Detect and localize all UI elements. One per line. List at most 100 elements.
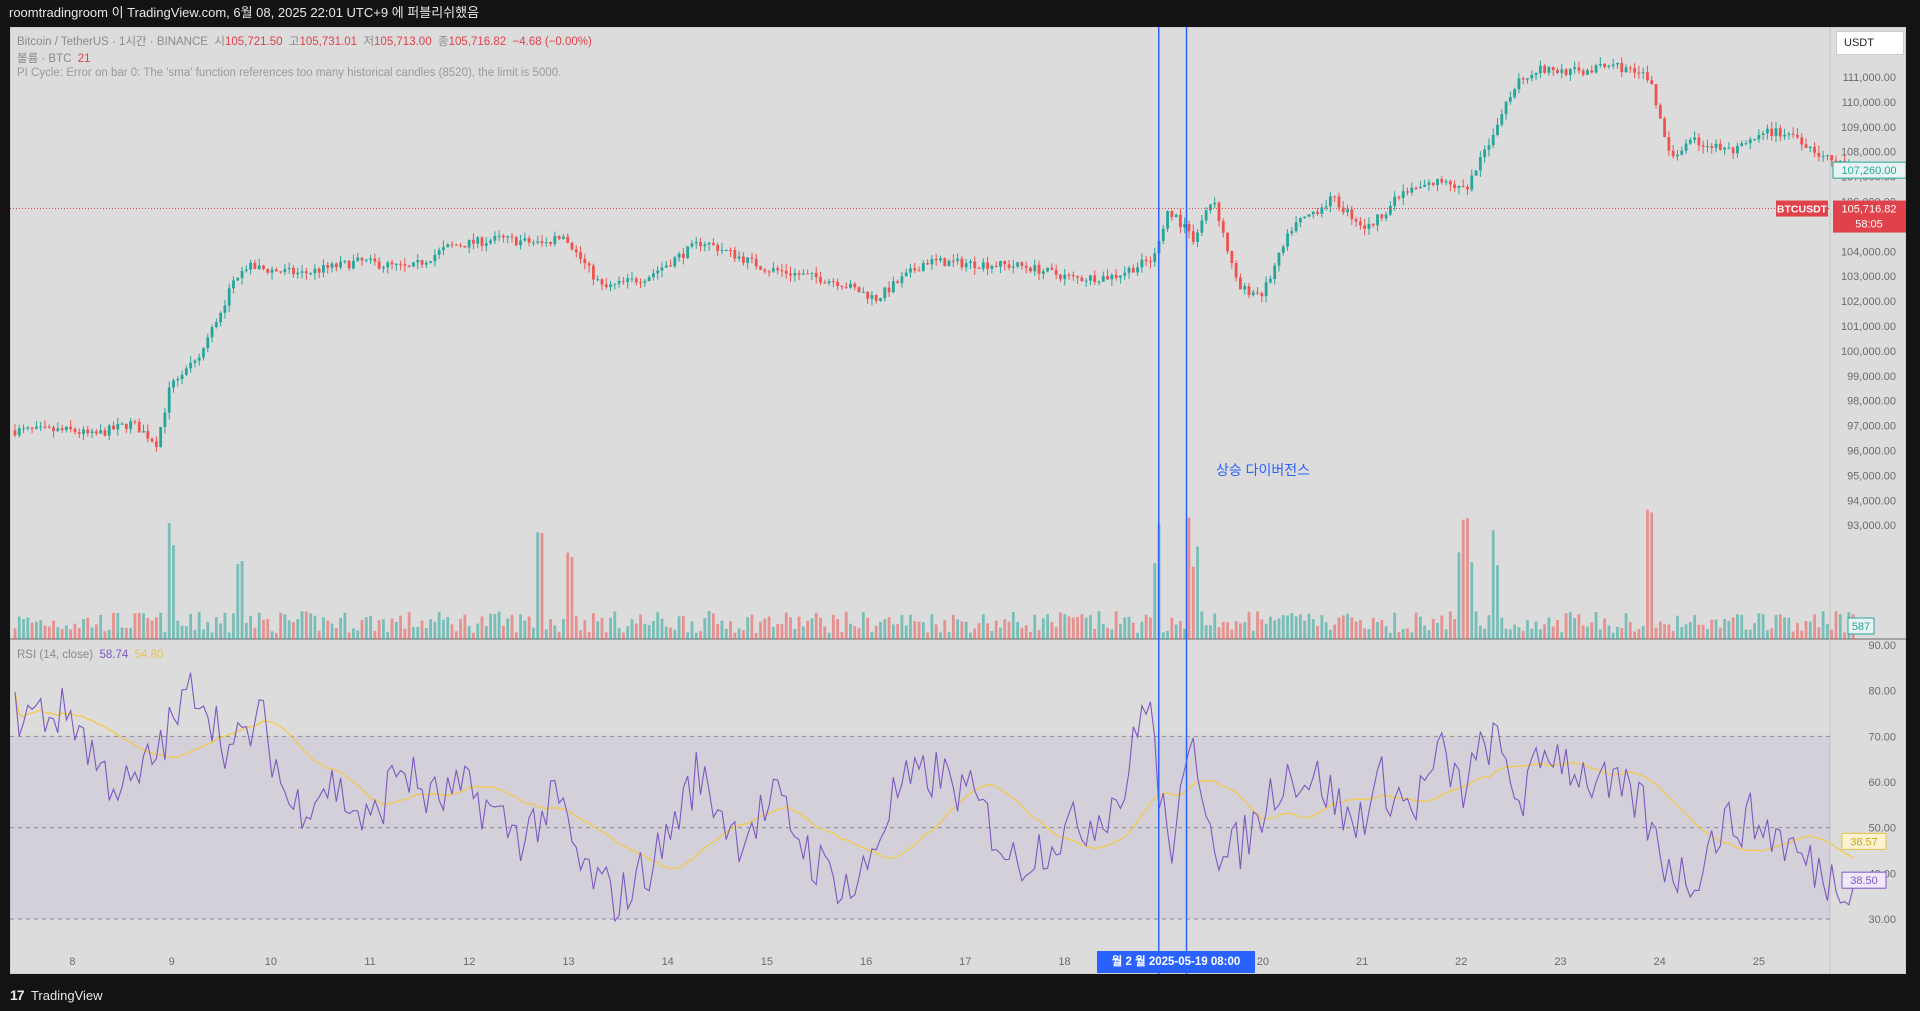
candle-body <box>1821 156 1825 158</box>
change-value: −4.68 (−0.00%) <box>512 36 592 48</box>
volume-bar <box>1577 614 1581 639</box>
footer-brand[interactable]: 17 TradingView <box>0 980 1920 1010</box>
candle-body <box>793 273 797 276</box>
volume-bar <box>433 621 437 639</box>
candle-body <box>64 426 68 431</box>
volume-bar <box>1667 624 1671 639</box>
candle-body <box>369 258 372 260</box>
volume-bar <box>1526 619 1529 639</box>
candle-body <box>930 259 934 265</box>
volume-bar <box>514 632 518 639</box>
candle-body <box>1341 207 1345 213</box>
candle-body <box>724 249 728 251</box>
candle-body <box>1757 134 1761 140</box>
chart-frame[interactable] <box>10 27 1906 974</box>
candle-body <box>356 257 360 261</box>
candle-body <box>1251 292 1255 296</box>
candle-body <box>189 362 193 369</box>
volume-bar <box>651 621 655 639</box>
volume-bar <box>1748 629 1752 639</box>
volume-bar <box>493 613 497 639</box>
time-tick-label: 22 <box>1455 956 1467 968</box>
candle-body <box>1217 202 1221 222</box>
candle-body <box>1830 155 1834 161</box>
candle-body <box>951 260 955 262</box>
volume-bar <box>1581 625 1585 639</box>
candle-body <box>1496 124 1499 135</box>
divergence-annotation[interactable]: 상승 다이버전스 <box>1216 462 1311 478</box>
candle-body <box>994 266 998 268</box>
volume-bar <box>1298 614 1302 639</box>
volume-bar <box>913 621 917 639</box>
volume-bar <box>1646 509 1649 639</box>
volume-bar <box>1813 614 1816 639</box>
candle-body <box>124 423 128 429</box>
volume-bar <box>1363 628 1367 639</box>
volume-bar <box>296 619 300 639</box>
indicator-error: PI Cycle: Error on bar 0: The 'sma' func… <box>17 67 562 79</box>
volume-bar <box>1744 629 1748 639</box>
candle-body <box>454 244 458 246</box>
candle-body <box>780 270 784 272</box>
volume-bar <box>1089 615 1092 639</box>
candle-body <box>1791 133 1795 135</box>
candle-body <box>364 259 368 261</box>
volume-bar <box>279 612 283 639</box>
candle-body <box>1140 259 1144 268</box>
candle-body <box>1534 73 1538 76</box>
volume-bar <box>613 611 617 639</box>
volume-bar <box>1444 629 1448 639</box>
chart-canvas[interactable]: 93,000.00 94,000.00 95,000.00 96,000.00 97,0… <box>10 27 1906 974</box>
candle-body <box>1234 263 1238 278</box>
volume-bar <box>1616 626 1619 639</box>
candle-body <box>1174 214 1178 218</box>
candle-body <box>1598 63 1602 66</box>
candle-body <box>1577 67 1581 71</box>
candle-body <box>553 236 557 245</box>
volume-bar <box>527 616 531 639</box>
volume-bar <box>176 620 180 639</box>
volume-bar <box>1611 632 1615 639</box>
candle-body <box>789 273 792 276</box>
currency-selector[interactable]: USDT <box>1836 31 1904 55</box>
volume-bar <box>720 620 724 639</box>
high-label: 고 <box>288 36 300 48</box>
rsi-legend: RSI (14, close) 58.74 54.80 <box>17 649 163 661</box>
candle-body <box>1384 214 1388 219</box>
candle-body <box>339 261 343 268</box>
candle-body <box>99 430 103 434</box>
candle-body <box>214 322 218 328</box>
candle-body <box>219 312 223 323</box>
candle-body <box>1586 70 1589 75</box>
candle-body <box>180 374 184 380</box>
candle-body <box>390 262 394 265</box>
volume-bar <box>240 560 244 639</box>
volume-bar <box>1774 614 1778 639</box>
candle-body <box>1470 175 1474 190</box>
volume-bar <box>981 614 985 639</box>
candle-body <box>1590 70 1594 73</box>
volume-bar <box>600 617 604 639</box>
candle-body <box>784 270 788 274</box>
volume-bar <box>210 632 214 639</box>
volume-bar <box>943 620 947 639</box>
candle-body <box>771 268 775 272</box>
volume-bar <box>1316 625 1319 639</box>
candle-body <box>313 268 317 273</box>
rsi-current-label: 38.50 <box>1850 875 1878 887</box>
candle-body <box>142 431 145 433</box>
candle-body <box>399 263 402 265</box>
candle-body <box>1316 211 1319 214</box>
candle-body <box>733 250 737 259</box>
candle-body <box>1436 179 1439 186</box>
volume-bar <box>236 563 240 639</box>
candle-body <box>1243 286 1247 290</box>
volume-bar <box>1731 617 1735 639</box>
candle-body <box>814 272 818 278</box>
volume-bar <box>1740 614 1744 639</box>
candle-body <box>1084 280 1088 282</box>
candle-body <box>639 282 642 284</box>
volume-bar <box>219 623 223 639</box>
candle-body <box>1371 223 1375 226</box>
candle-body <box>493 235 497 241</box>
